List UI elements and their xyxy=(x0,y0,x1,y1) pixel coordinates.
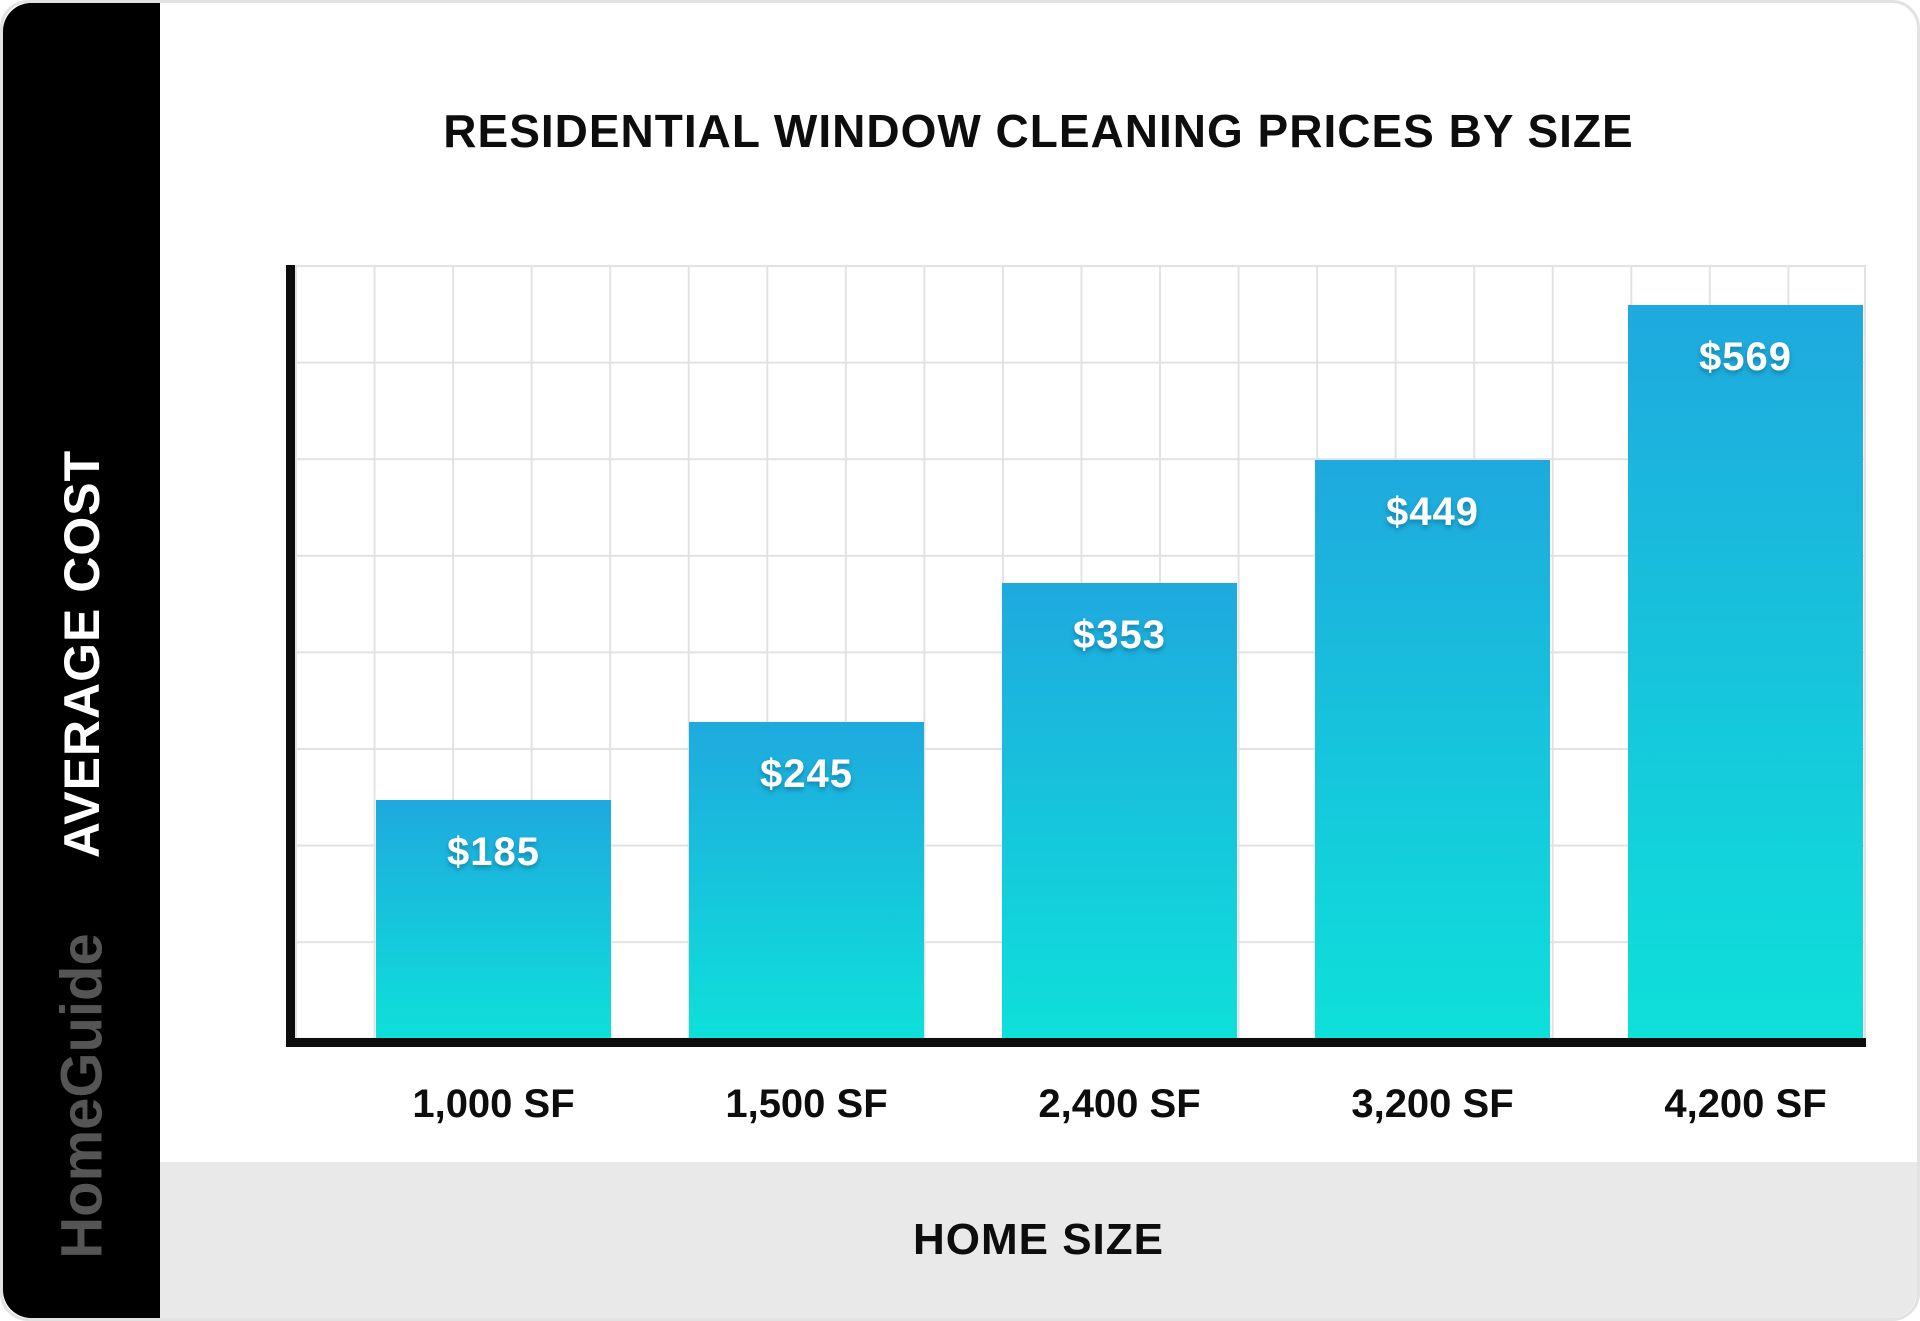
chart-title: RESIDENTIAL WINDOW CLEANING PRICES BY SI… xyxy=(443,105,1634,157)
bar-value-label: $569 xyxy=(1699,334,1792,379)
x-tick-label: 4,200 SF xyxy=(1664,1081,1827,1126)
x-ticks-layer: 1,000 SF 1,500 SF 2,400 SF 3,200 SF 4,200 SF xyxy=(295,1059,1866,1149)
x-tick-label: 3,200 SF xyxy=(1351,1081,1514,1126)
bar-value-label: $245 xyxy=(760,752,853,797)
left-sidebar: AVERAGE COST HomeGuide xyxy=(3,3,160,1318)
bar-value-label: $185 xyxy=(447,829,540,874)
x-tick-label: 2,400 SF xyxy=(1038,1081,1201,1126)
bar-value-label: $353 xyxy=(1073,613,1166,658)
bar-1-500-sf: $245 xyxy=(689,722,924,1038)
y-axis-label: AVERAGE COST xyxy=(53,449,110,859)
brand-watermark: HomeGuide xyxy=(49,933,114,1259)
bar-1-000-sf: $185 xyxy=(376,799,611,1038)
x-axis-title: HOME SIZE xyxy=(912,1215,1165,1264)
x-tick-label: 1,000 SF xyxy=(412,1081,575,1126)
bar-value-label: $449 xyxy=(1386,489,1479,534)
bar-2-400-sf: $353 xyxy=(1002,583,1237,1038)
bar-4-200-sf: $569 xyxy=(1628,304,1863,1038)
bars-layer: $185 $245 $353 $449 $569 xyxy=(295,265,1866,1038)
plot-area: $185 $245 $353 $449 $569 xyxy=(286,265,1866,1047)
x-axis-title-band: HOME SIZE xyxy=(160,1162,1917,1318)
bar-3-200-sf: $449 xyxy=(1315,459,1550,1038)
x-tick-label: 1,500 SF xyxy=(725,1081,888,1126)
